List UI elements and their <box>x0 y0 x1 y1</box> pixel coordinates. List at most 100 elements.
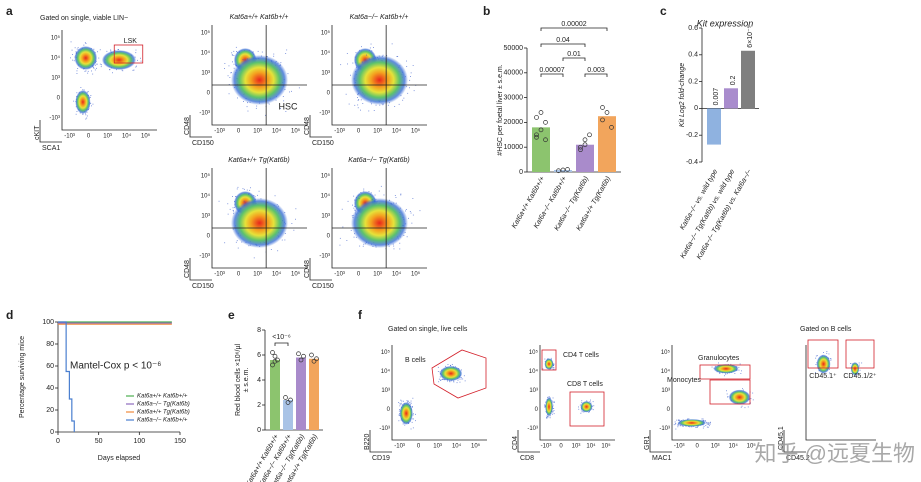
event-dot <box>592 401 594 403</box>
bar <box>724 88 738 109</box>
event-dot <box>235 46 237 48</box>
event-dot <box>679 425 681 427</box>
watermark: 知乎 @远夏生物 <box>755 441 915 466</box>
label: CD150 <box>312 140 334 147</box>
event-dot <box>548 416 550 418</box>
event-dot <box>682 425 684 427</box>
event-dot <box>234 201 235 202</box>
event-dot <box>350 74 351 76</box>
plot-title: Kat6a+/+ Kat6b+/+ <box>230 14 289 21</box>
event-dot <box>394 106 396 107</box>
event-dot <box>462 378 464 380</box>
event-dot <box>273 55 275 57</box>
event-dot <box>94 64 96 66</box>
y-tick-label: 0 <box>50 429 54 436</box>
event-dot <box>291 90 292 92</box>
y-tick-label: 80 <box>46 341 54 348</box>
event-dot <box>91 70 92 72</box>
event-dot <box>270 249 272 250</box>
density <box>544 358 554 370</box>
event-dot <box>373 110 375 111</box>
event-dot <box>816 355 818 357</box>
data-point <box>578 144 583 150</box>
tick-label: 10⁵ <box>471 443 481 450</box>
tick-label: 10⁵ <box>321 173 331 180</box>
data-point <box>556 168 561 174</box>
event-dot <box>98 57 100 59</box>
tick-label: 0 <box>559 444 563 450</box>
event-dot <box>361 46 362 48</box>
event-dot <box>354 209 356 211</box>
event-dot <box>411 222 413 224</box>
event-dot <box>282 96 284 97</box>
event-dot <box>101 64 102 66</box>
data-point <box>534 134 539 140</box>
data-point <box>272 353 278 359</box>
event-dot <box>702 419 704 421</box>
label: Monocytes <box>667 377 701 384</box>
event-dot <box>409 403 411 405</box>
label: CD48 <box>304 117 311 135</box>
p-value: 0.04 <box>556 37 570 44</box>
panel-title: Kit expression <box>697 18 754 28</box>
label: Gated on single, live cells <box>388 326 468 333</box>
event-dot <box>752 399 754 401</box>
event-dot <box>695 427 697 428</box>
axis <box>61 30 157 131</box>
event-dot <box>398 402 400 403</box>
event-dot <box>359 245 361 247</box>
event-dot <box>549 415 551 417</box>
event-dot <box>273 53 275 55</box>
density <box>351 198 408 248</box>
event-dot <box>826 352 828 354</box>
event-dot <box>82 113 84 115</box>
data-point <box>314 356 319 362</box>
event-dot <box>399 413 400 415</box>
y-tick-label: 0 <box>519 169 523 176</box>
panel-letter: b <box>483 4 490 18</box>
event-dot <box>750 398 752 400</box>
event-dot <box>82 89 84 91</box>
event-dot <box>345 93 347 95</box>
event-dot <box>360 99 362 101</box>
event-dot <box>412 418 414 420</box>
event-dot <box>72 54 73 55</box>
flow-plot <box>218 186 297 259</box>
event-dot <box>739 363 741 365</box>
event-dot <box>242 188 244 190</box>
event-dot <box>287 73 289 75</box>
event-dot <box>90 103 92 104</box>
event-dot <box>246 189 248 191</box>
event-dot <box>402 423 404 425</box>
event-dot <box>258 190 260 192</box>
y-tick-label: 10000 <box>504 144 524 151</box>
event-dot <box>122 70 124 72</box>
event-dot <box>232 196 233 197</box>
tick-label: -10³ <box>541 444 552 450</box>
event-dot <box>93 67 95 69</box>
y-tick-label: 2 <box>257 402 261 409</box>
event-dot <box>90 95 92 96</box>
density <box>101 50 137 70</box>
event-dot <box>580 412 582 414</box>
event-dot <box>548 396 550 398</box>
event-dot <box>233 67 235 69</box>
tick-label: -10³ <box>64 134 75 140</box>
p-value: 0.00002 <box>561 21 586 28</box>
tick-label: 0 <box>696 444 700 450</box>
data-point <box>298 357 304 363</box>
tick-label: 10⁴ <box>201 50 211 57</box>
label: CD8 T cells <box>567 381 603 388</box>
event-dot <box>750 402 751 404</box>
event-dot <box>73 100 75 102</box>
event-dot <box>233 50 235 52</box>
event-dot <box>405 209 407 210</box>
event-dot <box>75 113 77 115</box>
event-dot <box>544 405 546 407</box>
plot-title: Kat6a+/+ Tg(Kat6b) <box>228 157 289 164</box>
flow-plot <box>339 185 421 250</box>
label: Kit Log2 fold-change <box>679 63 686 127</box>
event-dot <box>248 193 250 195</box>
event-dot <box>85 118 87 120</box>
axis <box>391 345 487 441</box>
